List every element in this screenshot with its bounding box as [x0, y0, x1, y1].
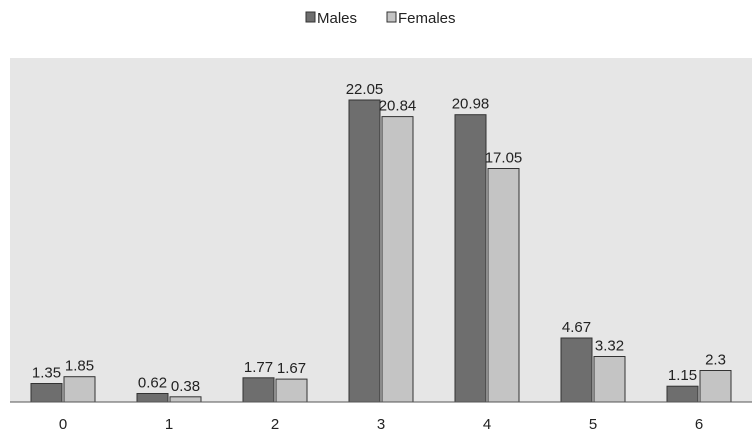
value-label-females-4: 17.05	[485, 150, 523, 167]
bar-males-1	[136, 393, 169, 403]
bar-males-0	[30, 383, 63, 403]
bar-females-1	[169, 396, 202, 403]
legend-label-females: Females	[398, 10, 456, 27]
bar-females-4	[487, 168, 520, 403]
bar-males-4	[454, 114, 487, 403]
bars	[30, 99, 732, 403]
bar-females-2	[275, 378, 308, 403]
value-label-males-3: 22.05	[346, 81, 384, 98]
bar-males-5	[560, 337, 593, 403]
value-label-males-5: 4.67	[562, 319, 591, 336]
value-label-females-3: 20.84	[379, 98, 417, 115]
bar-females-0	[63, 376, 96, 403]
value-label-males-0: 1.35	[32, 365, 61, 382]
value-label-females-6: 2.3	[705, 352, 726, 369]
legend: Males Females	[305, 10, 456, 27]
bar-females-3	[381, 116, 414, 403]
x-tick-label-1: 1	[165, 416, 173, 433]
bar-females-5	[593, 356, 626, 403]
value-label-males-4: 20.98	[452, 96, 490, 113]
value-label-females-0: 1.85	[65, 358, 94, 375]
value-label-females-2: 1.67	[277, 360, 306, 377]
plot-area	[10, 58, 752, 402]
legend-swatch-females	[386, 11, 397, 23]
bar-females-6	[699, 370, 732, 403]
bar-males-3	[348, 99, 381, 403]
x-tick-label-3: 3	[377, 416, 385, 433]
value-label-males-2: 1.77	[244, 359, 273, 376]
legend-label-males: Males	[317, 10, 357, 27]
value-label-males-1: 0.62	[138, 375, 167, 392]
x-tick-label-4: 4	[483, 416, 491, 433]
x-tick-label-6: 6	[695, 416, 703, 433]
value-label-females-5: 3.32	[595, 338, 624, 355]
legend-swatch-males	[305, 11, 316, 23]
bar-males-6	[666, 385, 699, 403]
x-axis: 0 1 2 3 4 5 6	[59, 416, 703, 433]
value-label-males-6: 1.15	[668, 367, 697, 384]
bar-males-2	[242, 377, 275, 403]
x-tick-label-2: 2	[271, 416, 279, 433]
x-tick-label-5: 5	[589, 416, 597, 433]
x-tick-label-0: 0	[59, 416, 67, 433]
value-label-females-1: 0.38	[171, 378, 200, 395]
